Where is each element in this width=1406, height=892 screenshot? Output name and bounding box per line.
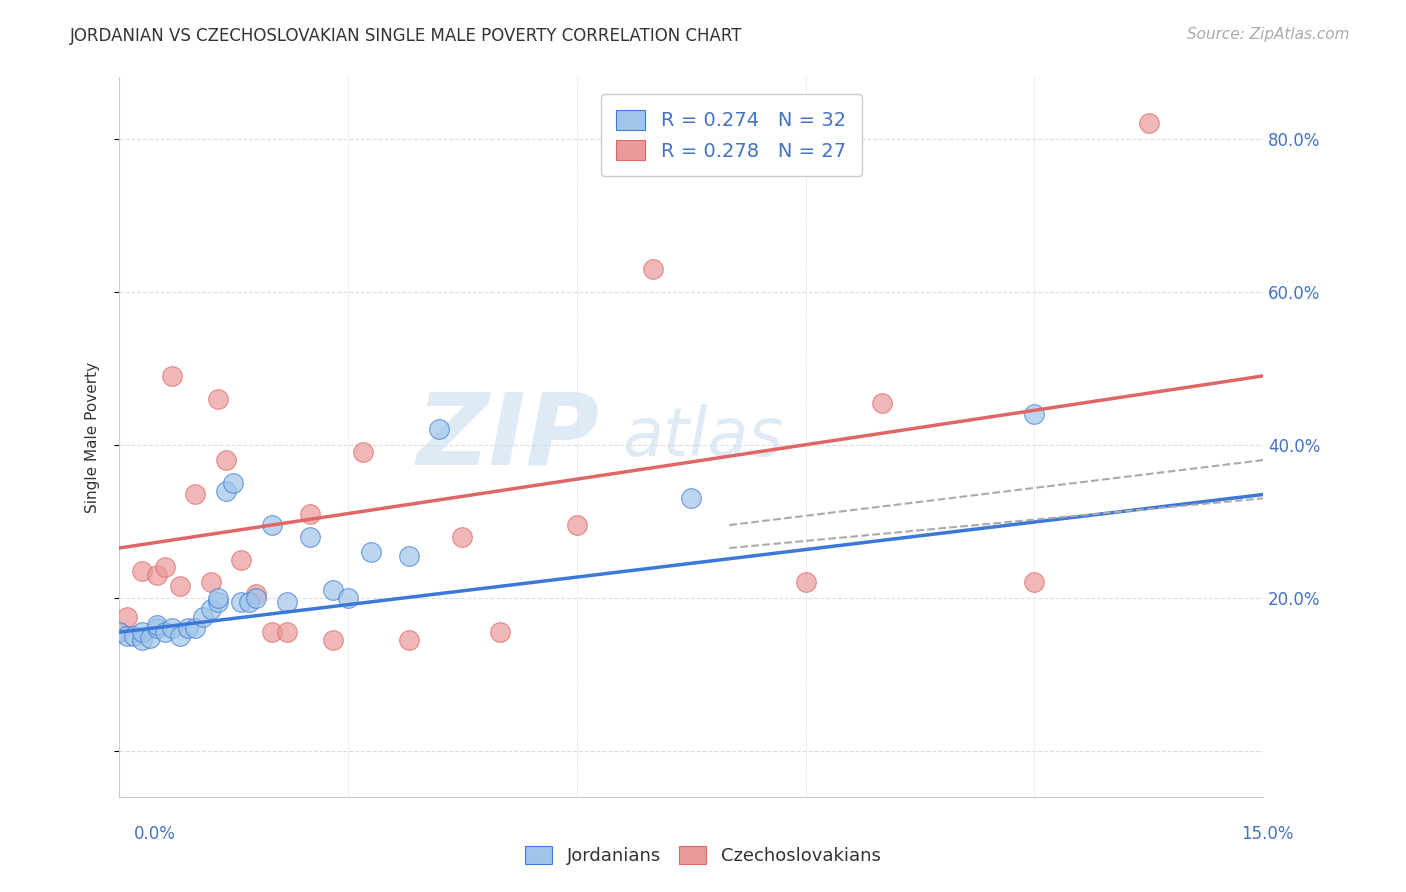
- Point: [229, 552, 252, 566]
- Point: [108, 625, 131, 640]
- Point: [1137, 116, 1160, 130]
- Point: [352, 445, 374, 459]
- Point: [207, 392, 229, 406]
- Point: [207, 591, 229, 605]
- Point: [238, 594, 260, 608]
- Point: [146, 617, 169, 632]
- Point: [184, 621, 207, 635]
- Point: [131, 564, 153, 578]
- Point: [169, 579, 191, 593]
- Point: [398, 632, 420, 647]
- Point: [138, 631, 160, 645]
- Point: [794, 575, 817, 590]
- Point: [360, 545, 382, 559]
- Point: [398, 549, 420, 563]
- Point: [870, 395, 893, 409]
- Point: [489, 625, 512, 640]
- Point: [336, 591, 359, 605]
- Point: [131, 625, 153, 640]
- Point: [115, 629, 138, 643]
- Point: [298, 530, 321, 544]
- Point: [108, 625, 131, 640]
- Point: [200, 602, 222, 616]
- Point: [1024, 575, 1046, 590]
- Legend: R = 0.274   N = 32, R = 0.278   N = 27: R = 0.274 N = 32, R = 0.278 N = 27: [600, 95, 862, 177]
- Legend: Jordanians, Czechoslovakians: Jordanians, Czechoslovakians: [516, 837, 890, 874]
- Point: [429, 422, 451, 436]
- Point: [260, 518, 283, 533]
- Text: ZIP: ZIP: [416, 389, 599, 485]
- Point: [124, 629, 146, 643]
- Y-axis label: Single Male Poverty: Single Male Poverty: [86, 361, 100, 513]
- Point: [200, 575, 222, 590]
- Point: [184, 487, 207, 501]
- Point: [245, 587, 267, 601]
- Point: [207, 594, 229, 608]
- Text: 15.0%: 15.0%: [1241, 825, 1294, 843]
- Point: [115, 610, 138, 624]
- Point: [162, 621, 184, 635]
- Point: [245, 591, 267, 605]
- Point: [215, 453, 238, 467]
- Point: [229, 594, 252, 608]
- Point: [146, 621, 169, 635]
- Point: [276, 594, 298, 608]
- Point: [681, 491, 703, 506]
- Point: [298, 507, 321, 521]
- Point: [322, 583, 344, 598]
- Point: [222, 475, 245, 490]
- Point: [146, 567, 169, 582]
- Point: [322, 632, 344, 647]
- Text: 0.0%: 0.0%: [134, 825, 176, 843]
- Point: [1024, 407, 1046, 421]
- Point: [641, 261, 664, 276]
- Point: [162, 368, 184, 383]
- Point: [276, 625, 298, 640]
- Point: [153, 625, 176, 640]
- Point: [191, 610, 214, 624]
- Text: JORDANIAN VS CZECHOSLOVAKIAN SINGLE MALE POVERTY CORRELATION CHART: JORDANIAN VS CZECHOSLOVAKIAN SINGLE MALE…: [70, 27, 742, 45]
- Text: Source: ZipAtlas.com: Source: ZipAtlas.com: [1187, 27, 1350, 42]
- Point: [131, 632, 153, 647]
- Point: [260, 625, 283, 640]
- Point: [451, 530, 474, 544]
- Point: [153, 560, 176, 574]
- Point: [169, 629, 191, 643]
- Point: [177, 621, 200, 635]
- Text: atlas: atlas: [623, 404, 783, 470]
- Point: [215, 483, 238, 498]
- Point: [565, 518, 588, 533]
